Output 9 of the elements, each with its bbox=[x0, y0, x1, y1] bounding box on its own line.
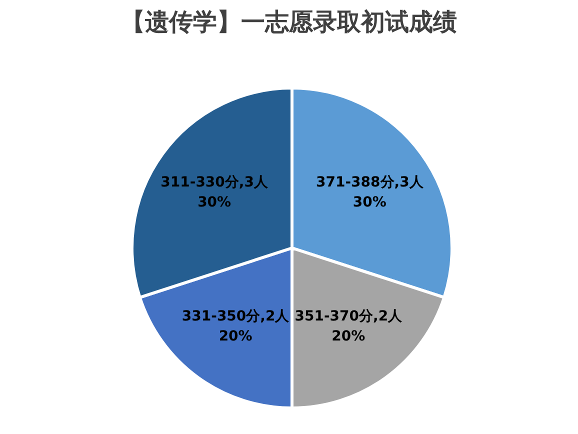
data-label: 20% bbox=[218, 328, 252, 345]
chart-title: 【遗传学】一志愿录取初试成绩 bbox=[121, 8, 457, 36]
slice-label: 351-370分,2人 bbox=[294, 308, 404, 325]
data-label: 30% bbox=[198, 194, 232, 211]
slice-label: 331-350分,2人 bbox=[182, 308, 290, 325]
slice-label: 371-388分,3人 bbox=[316, 174, 424, 191]
data-label: 20% bbox=[332, 328, 366, 345]
slice-label: 311-330分,3人 bbox=[160, 174, 269, 191]
data-label: 30% bbox=[352, 194, 386, 211]
